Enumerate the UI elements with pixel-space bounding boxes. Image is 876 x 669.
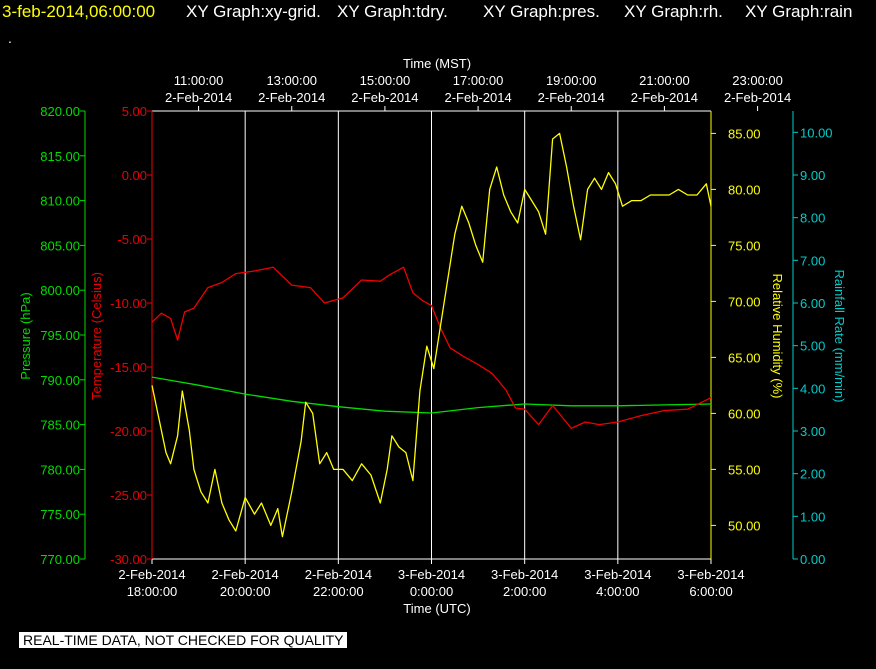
top-tick-date: 2-Feb-2014 (631, 90, 698, 105)
header-item-xy-grid: XY Graph:xy-grid. (186, 2, 321, 21)
pressure-tick-label: 800.00 (40, 283, 80, 298)
humidity-tick-label: 70.00 (728, 294, 761, 309)
temperature-tick-label: 0.00 (122, 168, 147, 183)
bottom-tick-time: 20:00:00 (220, 584, 271, 599)
rain-tick-label: 2.00 (800, 467, 825, 482)
humidity-axis-label: Relative Humidity (%) (770, 274, 785, 399)
pressure-tick-label: 780.00 (40, 462, 80, 477)
rain-tick-label: 5.00 (800, 339, 825, 354)
pressure-series-line (151, 376, 712, 414)
top-tick-time: 15:00:00 (360, 73, 411, 88)
bottom-tick-date: 3-Feb-2014 (584, 567, 651, 582)
temperature-tick-label: -15.00 (110, 360, 147, 375)
bottom-tick-date: 3-Feb-2014 (677, 567, 744, 582)
header-item-rh: XY Graph:rh. (624, 2, 723, 21)
rain-tick-label: 7.00 (800, 253, 825, 268)
header-bar: 3-feb-2014,06:00:00 XY Graph:xy-grid. XY… (0, 0, 876, 30)
bottom-tick-time: 4:00:00 (596, 584, 639, 599)
header-timestamp: 3-feb-2014,06:00:00 (2, 2, 156, 21)
bottom-tick-date: 2-Feb-2014 (212, 567, 279, 582)
bottom-tick-time: 0:00:00 (410, 584, 453, 599)
header-item-pres: XY Graph:pres. (483, 2, 600, 21)
header-item-rain: XY Graph:rain (745, 2, 853, 21)
top-tick-time: 11:00:00 (174, 73, 224, 88)
pressure-axis-label: Pressure (hPa) (18, 292, 33, 379)
temperature-axis-label: Temperature (Celsius) (89, 272, 104, 400)
temperature-tick-label: -20.00 (110, 424, 147, 439)
bottom-tick-date: 3-Feb-2014 (398, 567, 465, 582)
top-tick-time: 19:00:00 (546, 73, 597, 88)
top-tick-date: 2-Feb-2014 (444, 90, 511, 105)
bottom-time-axis: 2-Feb-2014 18:00:00 2-Feb-2014 20:00:00 2-Fe… (118, 559, 745, 599)
top-tick-date: 2-Feb-2014 (258, 90, 325, 105)
pressure-tick-label: 775.00 (40, 507, 80, 522)
bottom-tick-date: 3-Feb-2014 (491, 567, 558, 582)
humidity-tick-label: 80.00 (728, 182, 761, 197)
pressure-tick-label: 805.00 (40, 238, 80, 253)
humidity-tick-label: 55.00 (728, 462, 761, 477)
rain-tick-label: 4.00 (800, 381, 825, 396)
top-tick-date: 2-Feb-2014 (724, 90, 791, 105)
quality-notice: REAL-TIME DATA, NOT CHECKED FOR QUALITY (19, 632, 348, 648)
temperature-tick-label: -30.00 (110, 552, 147, 567)
top-tick-date: 2-Feb-2014 (351, 90, 418, 105)
rain-tick-label: 6.00 (800, 296, 825, 311)
bottom-axis-title: Time (UTC) (403, 601, 470, 616)
top-tick-time: 17:00:00 (453, 73, 504, 88)
pressure-tick-label: 795.00 (40, 328, 80, 343)
top-axis-title: Time (MST) (403, 56, 471, 71)
pressure-tick-label: 810.00 (40, 194, 80, 209)
header-item-tdry: XY Graph:tdry. (337, 2, 448, 21)
temperature-tick-label: 5.00 (122, 104, 147, 119)
header-dot: . (8, 30, 12, 46)
humidity-tick-label: 85.00 (728, 126, 761, 141)
rain-tick-label: 9.00 (800, 168, 825, 183)
temperature-tick-label: -10.00 (110, 296, 147, 311)
temperature-series-line (151, 266, 712, 430)
pressure-tick-label: 820.00 (40, 104, 80, 119)
top-tick-time: 13:00:00 (266, 73, 317, 88)
bottom-tick-date: 2-Feb-2014 (118, 567, 185, 582)
pressure-tick-label: 790.00 (40, 373, 80, 388)
bottom-tick-time: 18:00:00 (127, 584, 178, 599)
humidity-tick-label: 65.00 (728, 350, 761, 365)
humidity-series-line (151, 132, 712, 538)
pressure-tick-label: 815.00 (40, 149, 80, 164)
temperature-tick-label: -25.00 (110, 488, 147, 503)
rain-tick-label: 10.00 (800, 125, 833, 140)
top-tick-date: 2-Feb-2014 (165, 90, 232, 105)
grid-lines (244, 111, 619, 559)
rain-axis-label: Rainfall Rate (mm/min) (832, 270, 847, 403)
bottom-tick-time: 6:00:00 (689, 584, 732, 599)
temperature-axis: -30.00 -25.00 -20.00 -15.00 -10.00 -5.00 0.00 5… (110, 104, 153, 567)
top-tick-date: 2-Feb-2014 (538, 90, 605, 105)
humidity-tick-label: 50.00 (728, 518, 761, 533)
rain-tick-label: 3.00 (800, 424, 825, 439)
pressure-tick-label: 770.00 (40, 552, 80, 567)
pressure-axis: 770.00 775.00 780.00 785.00 790.00 795.00 800.… (40, 104, 86, 567)
bottom-tick-time: 22:00:00 (313, 584, 364, 599)
rain-axis: 0.00 1.00 2.00 3.00 4.00 5.00 6.00 7.00 8.00 9.00… (792, 111, 833, 567)
top-tick-time: 21:00:00 (639, 73, 690, 88)
rain-tick-label: 1.00 (800, 509, 825, 524)
top-time-axis: 11:00:00 2-Feb-2014 13:00:00 2-Feb-2014 15:0… (165, 73, 791, 111)
series-lines (151, 132, 712, 538)
top-tick-time: 23:00:00 (732, 73, 783, 88)
bottom-tick-date: 2-Feb-2014 (305, 567, 372, 582)
bottom-tick-time: 2:00:00 (503, 584, 546, 599)
pressure-tick-label: 785.00 (40, 418, 80, 433)
humidity-axis: 50.00 55.00 60.00 65.00 70.00 75.00 80.00 85.00 (710, 111, 761, 559)
humidity-tick-label: 75.00 (728, 238, 761, 253)
rain-tick-label: 0.00 (800, 552, 825, 567)
rain-tick-label: 8.00 (800, 211, 825, 226)
humidity-tick-label: 60.00 (728, 406, 761, 421)
temperature-tick-label: -5.00 (117, 232, 147, 247)
